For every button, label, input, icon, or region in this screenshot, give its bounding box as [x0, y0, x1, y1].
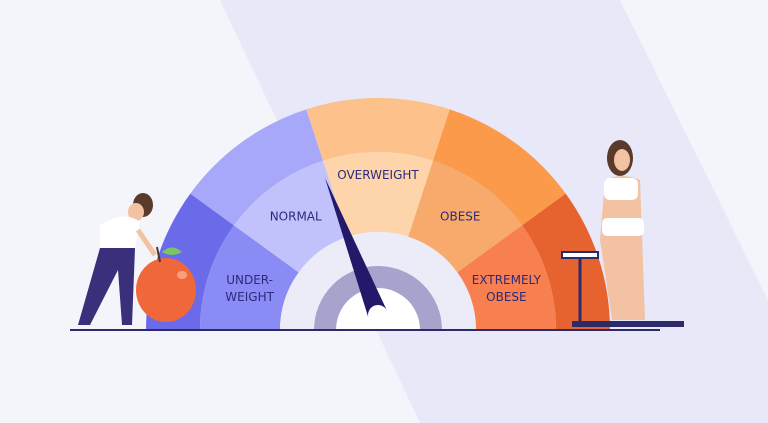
gauge-segment-inner	[408, 160, 523, 273]
gauge-label: WEIGHT	[225, 290, 274, 304]
apple-icon	[136, 246, 196, 322]
gauge-segment-outer	[433, 109, 566, 226]
gauge-segment-inner	[322, 151, 434, 237]
woman-with-apple	[78, 193, 158, 325]
gauge-segment-inner	[200, 225, 299, 330]
needle-pivot	[374, 311, 382, 319]
woman-on-scale	[600, 140, 645, 320]
bmi-gauge: UNDER- WEIGHT NORMAL OVERWEIGHT OBESE EXTREME…	[146, 98, 610, 330]
gauge-label: OBESE	[440, 210, 480, 224]
gauge-label: OBESE	[486, 290, 526, 304]
gauge-needle	[325, 178, 388, 319]
gauge-segment-inner	[233, 160, 348, 273]
gauge-segment-outer	[306, 98, 450, 161]
gauge-segment-outer	[190, 109, 323, 226]
gauge-hub-center	[336, 288, 420, 330]
gauge-label: OVERWEIGHT	[337, 168, 419, 182]
gauge-segment-outer	[522, 193, 610, 330]
gauge-label: EXTREMELY	[472, 273, 542, 287]
gauge-label: NORMAL	[270, 210, 322, 224]
gauge-segment-inner	[457, 225, 556, 330]
gauge-label: UNDER-	[226, 273, 273, 287]
scale-icon	[561, 251, 684, 327]
